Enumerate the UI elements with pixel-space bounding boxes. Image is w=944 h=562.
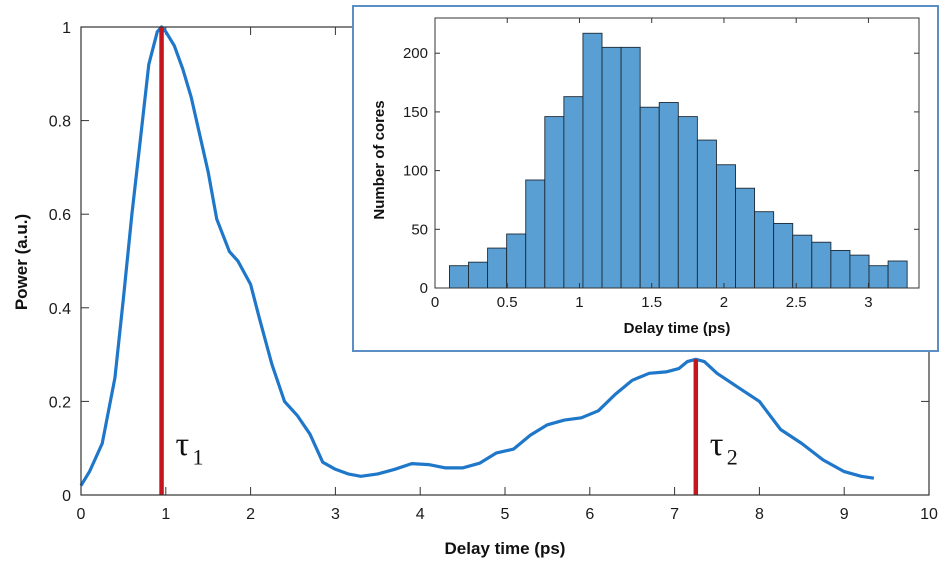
histogram-bar (506, 233, 527, 289)
histogram-bar (487, 247, 508, 289)
main-y-tick-label: 0 (62, 488, 71, 505)
main-y-tick-label: 0.4 (49, 301, 71, 318)
tau-2-subscript: 2 (727, 445, 738, 470)
histogram-bar (868, 265, 889, 289)
main-x-tick-label: 3 (331, 506, 340, 523)
inset-x-tick-label: 0 (431, 294, 439, 311)
histogram-bar (887, 260, 908, 289)
histogram-bar (715, 164, 736, 289)
main-x-tick-label: 1 (161, 506, 170, 523)
inset-plot-frame (434, 17, 920, 289)
main-x-tick-label: 10 (920, 506, 938, 523)
tau-2-label: τ (710, 426, 724, 463)
histogram-bar (582, 32, 603, 289)
main-y-tick-label: 0.6 (49, 207, 71, 224)
histogram-bar (754, 211, 775, 289)
inset-y-tick-label: 200 (403, 45, 428, 62)
inset-y-tick-label: 150 (403, 104, 428, 121)
inset-y-tick-label: 0 (420, 280, 428, 297)
histogram-bar (677, 116, 698, 289)
histogram-bar (849, 254, 870, 289)
histogram-bar (735, 187, 756, 289)
main-x-tick-label: 7 (670, 506, 679, 523)
inset-y-axis-label: Number of cores (371, 100, 388, 219)
main-x-tick-label: 6 (585, 506, 594, 523)
inset-y-tick-label: 100 (403, 163, 428, 180)
main-y-axis-label: Power (a.u.) (12, 214, 31, 310)
main-x-tick-label: 4 (416, 506, 425, 523)
inset-x-tick-label: 0.5 (497, 294, 518, 311)
inset-x-tick-label: 2 (720, 294, 728, 311)
inset-histogram: 0 0.5 1 1.5 2 2.5 3 0 50 100 150 200 Delay time (ps… (352, 5, 939, 352)
inset-x-tick-label: 1 (575, 294, 583, 311)
histogram-bar (792, 234, 813, 289)
main-x-tick-label: 0 (77, 506, 86, 523)
inset-x-axis-label: Delay time (ps) (624, 320, 731, 337)
histogram-bar (525, 179, 546, 289)
main-y-tick-label: 0.8 (49, 114, 71, 131)
tau-1-subscript: 1 (193, 445, 204, 470)
histogram-bar (773, 222, 794, 289)
inset-x-tick-label: 1.5 (641, 294, 662, 311)
main-x-axis-label: Delay time (ps) (445, 539, 566, 558)
histogram-bar (639, 106, 660, 289)
histogram-bar (658, 102, 679, 289)
main-x-tick-label: 8 (755, 506, 764, 523)
histogram-bar (811, 241, 832, 289)
main-y-tick-label: 0.2 (49, 394, 71, 411)
inset-y-tick-label: 50 (411, 221, 428, 238)
histogram-bar (830, 249, 851, 289)
histogram-bar (620, 46, 641, 289)
main-x-tick-label: 9 (840, 506, 849, 523)
histogram-bar (696, 139, 717, 289)
histogram-bar (563, 96, 584, 289)
inset-ticks: 0 0.5 1 1.5 2 2.5 3 0 50 100 150 200 (403, 18, 919, 311)
histogram-bar (448, 265, 469, 289)
histogram-bar (544, 116, 565, 289)
inset-x-tick-label: 2.5 (786, 294, 807, 311)
main-x-tick-label: 5 (501, 506, 510, 523)
main-x-tick-label: 2 (246, 506, 255, 523)
tau-1-label: τ (176, 426, 190, 463)
histogram-bar (468, 261, 489, 289)
main-y-tick-label: 1 (62, 20, 71, 37)
inset-x-tick-label: 3 (864, 294, 872, 311)
histogram-bar (601, 46, 622, 289)
